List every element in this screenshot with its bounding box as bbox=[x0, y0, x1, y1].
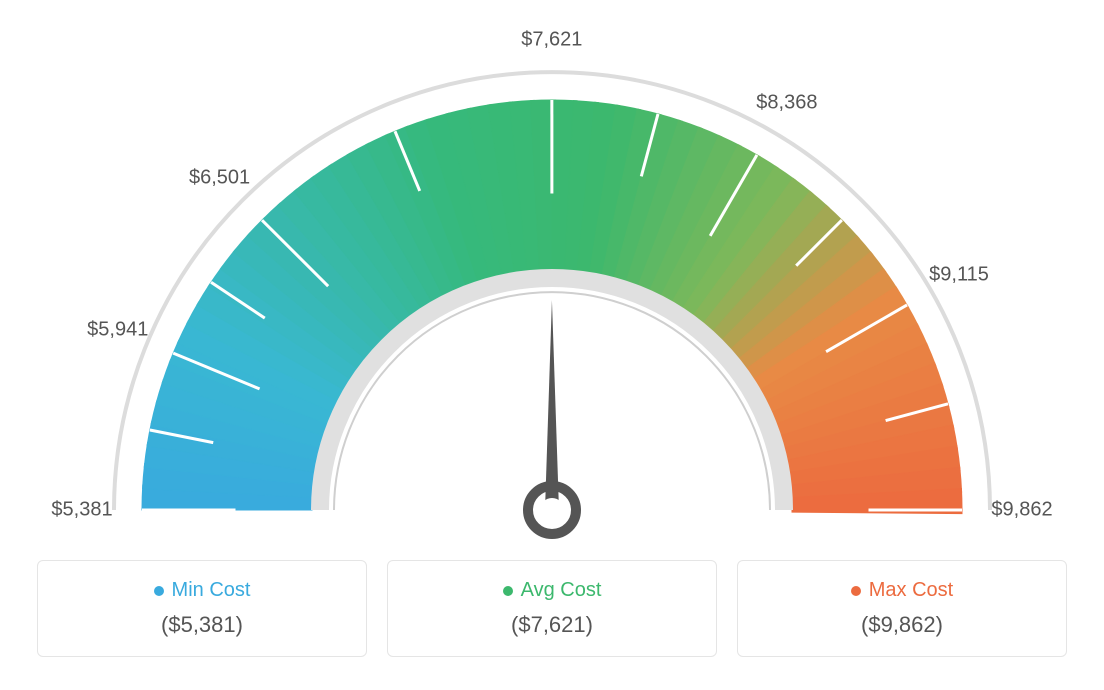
summary-card-min: Min Cost ($5,381) bbox=[37, 560, 367, 657]
summary-card-avg: Avg Cost ($7,621) bbox=[387, 560, 717, 657]
gauge-tick-label: $8,368 bbox=[756, 91, 817, 114]
summary-card-max: Max Cost ($9,862) bbox=[737, 560, 1067, 657]
avg-label-text: Avg Cost bbox=[521, 579, 602, 602]
gauge-tick-label: $5,381 bbox=[51, 499, 112, 522]
max-label-text: Max Cost bbox=[869, 579, 953, 602]
avg-value-text: ($7,621) bbox=[408, 612, 696, 638]
gauge-tick-label: $7,621 bbox=[521, 29, 582, 52]
min-value-text: ($5,381) bbox=[58, 612, 346, 638]
gauge-tick-label: $6,501 bbox=[189, 166, 250, 189]
gauge-tick-label: $9,862 bbox=[991, 499, 1052, 522]
gauge-tick-label: $9,115 bbox=[929, 263, 989, 286]
summary-label-min: Min Cost bbox=[154, 579, 251, 602]
summary-row: Min Cost ($5,381) Avg Cost ($7,621) Max … bbox=[20, 560, 1084, 657]
gauge-tick-label: $5,941 bbox=[87, 319, 148, 342]
dot-icon bbox=[503, 586, 513, 596]
min-label-text: Min Cost bbox=[172, 579, 251, 602]
dot-icon bbox=[851, 586, 861, 596]
dot-icon bbox=[154, 586, 164, 596]
summary-label-avg: Avg Cost bbox=[503, 579, 602, 602]
gauge-area: $5,381 $5,941 $6,501 $7,621 $8,368 $9,115 $9,8… bbox=[20, 20, 1084, 540]
max-value-text: ($9,862) bbox=[758, 612, 1046, 638]
gauge-svg bbox=[20, 20, 1084, 540]
summary-label-max: Max Cost bbox=[851, 579, 953, 602]
cost-gauge-chart: $5,381 $5,941 $6,501 $7,621 $8,368 $9,115 $9,8… bbox=[20, 20, 1084, 657]
